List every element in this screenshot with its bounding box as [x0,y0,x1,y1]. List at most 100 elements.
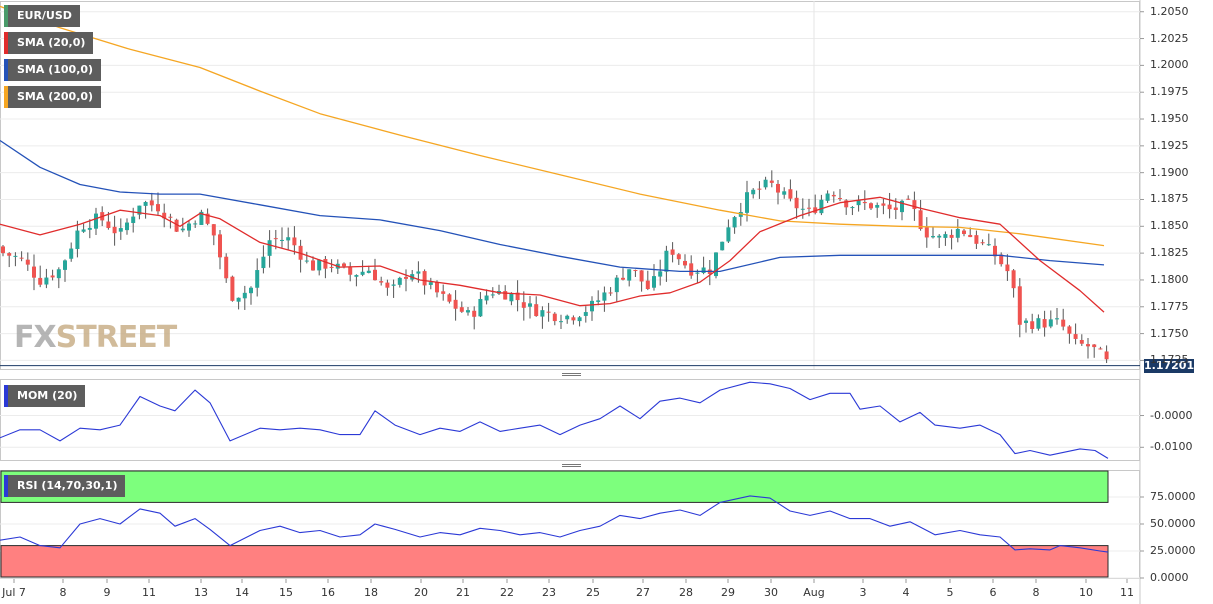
candle-up [1048,319,1053,327]
candle-up [732,217,737,228]
rsi-y-tick-label: 50.0000 [1150,517,1196,530]
candle-up [366,270,371,273]
candle-down [50,275,55,278]
pane-splitter-price-mom[interactable] [0,370,1140,379]
price-y-tick-label: 1.1850 [1150,219,1189,233]
candle-up [180,228,185,231]
last-price-tag: 1.17201 [1144,358,1195,373]
candle-down [534,304,539,317]
candle-down [844,200,849,208]
price-y-tick-label: 1.1775 [1150,299,1189,313]
x-tick-label: Aug [803,586,825,599]
candle-down [1,246,5,254]
candle-up [540,310,545,317]
sma20-color-swatch [4,32,8,54]
pane-frame-price [0,1,1140,370]
candle-down [924,227,929,238]
candle-up [856,200,861,206]
pane-splitter-mom-rsi[interactable] [0,461,1140,470]
pane-frame-mom [0,379,1140,461]
candle-down [459,307,464,312]
candle-up [1024,320,1028,323]
candle-up [428,282,433,285]
rsi-color-swatch [4,475,8,497]
candle-down [329,266,334,268]
price-y-tick-label: 1.2050 [1150,4,1189,18]
candle-up [236,297,241,302]
candle-down [230,276,235,301]
candle-up [360,271,365,275]
candle-down [422,271,427,286]
legend-mom[interactable]: MOM (20) [4,385,86,407]
candle-down [862,201,867,204]
candle-down [7,253,12,256]
candle-down [776,183,780,193]
candle-up [255,270,260,288]
candle-down [670,249,675,255]
candle-down [162,212,167,219]
candle-down [1067,326,1072,334]
candle-up [875,205,880,208]
mom-color-swatch [4,385,8,407]
candle-down [999,254,1004,265]
legend-symbol[interactable]: EUR/USD [4,5,80,27]
candle-down [757,188,762,190]
candle-up [559,321,563,323]
x-tick-label: 3 [859,586,867,599]
legend-sma200[interactable]: SMA (200,0) [4,86,102,108]
candle-up [267,240,272,256]
candle-down [323,259,328,269]
candle-up [596,300,601,302]
x-tick-label: 22 [500,586,514,599]
x-tick-label: 13 [194,586,208,599]
candle-down [385,282,390,288]
sma200-color-swatch [4,86,8,108]
x-tick-label: 15 [279,586,293,599]
rsi-oversold-zone [0,545,1109,578]
candle-down [689,263,694,276]
candle-up [652,276,656,288]
price-y-tick-label: 1.1750 [1150,326,1189,340]
candle-down [881,203,886,206]
x-tick-label: 30 [764,586,778,599]
candle-down [1092,344,1097,348]
candle-up [614,277,619,293]
candle-up [193,223,198,225]
candle-up [87,227,92,230]
candle-up [187,223,191,231]
candle-up [819,199,824,214]
legend-sma100[interactable]: SMA (100,0) [4,59,102,81]
candle-up [850,207,855,209]
candle-up [44,277,49,285]
x-tick-label: 9 [103,586,111,599]
candle-down [869,203,873,209]
candle-up [131,216,136,224]
candle-down [546,311,551,313]
candle-down [807,207,811,209]
candle-down [156,204,160,212]
candle-up [943,234,948,238]
candle-up [242,292,247,299]
x-tick-label: 5 [946,586,954,599]
candle-down [174,219,179,232]
candle-down [1098,348,1103,350]
legend-rsi[interactable]: RSI (14,70,30,1) [4,475,126,497]
price-y-tick-label: 1.1800 [1150,272,1189,286]
sma100-color-swatch [4,59,8,81]
rsi-line [0,495,1109,553]
candle-down [676,254,681,260]
candle-up [391,284,396,286]
candle-up [825,193,830,201]
candle-down [503,291,508,300]
candle-down [1030,321,1035,329]
candle-up [466,310,470,313]
candle-down [379,281,384,283]
candle-down [893,207,898,210]
candle-up [695,272,700,274]
candle-up [261,256,266,269]
candle-down [1104,351,1109,360]
candle-down [38,277,43,285]
price-y-tick-label: 1.1925 [1150,138,1189,152]
candle-down [831,194,836,197]
legend-sma20[interactable]: SMA (20,0) [4,32,94,54]
